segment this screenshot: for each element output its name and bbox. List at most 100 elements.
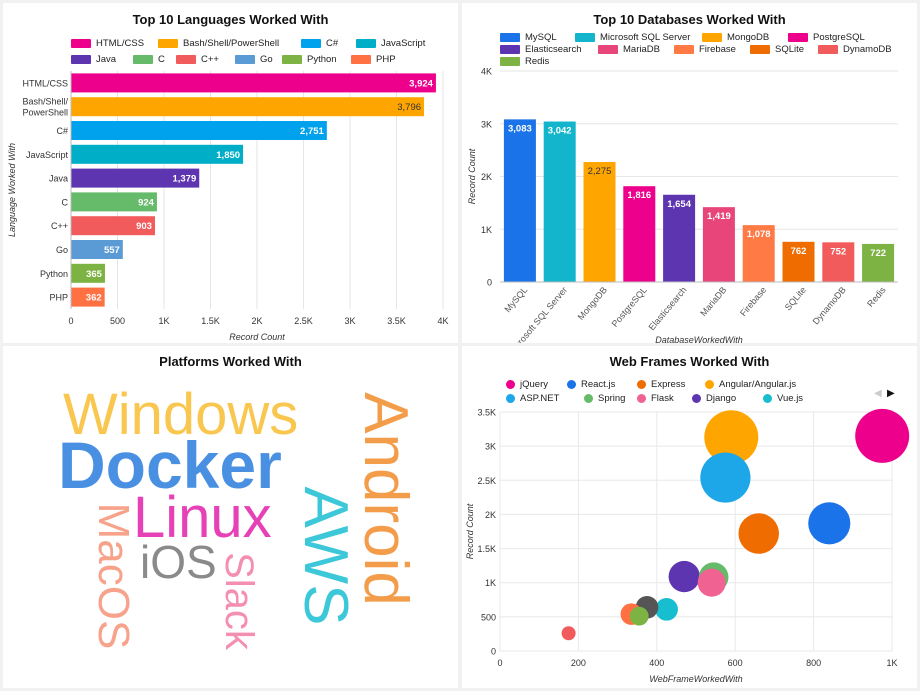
legend-item-elasticsearch-swatch (500, 45, 520, 54)
legend-item-c-swatch (301, 39, 321, 48)
legend-item-jquery-swatch (506, 380, 515, 389)
bar-value-label: 1,850 (216, 150, 240, 161)
x-tick-label: Firebase (738, 285, 768, 318)
x-tick-label: DynamoDB (811, 285, 848, 327)
bubble-django (668, 560, 700, 593)
legend-item-c-swatch (176, 55, 196, 64)
x-tick-label: 2.5K (294, 316, 313, 326)
bar-bash-shell-powershell (71, 97, 425, 117)
legend-item-redis: Redis (500, 57, 549, 67)
bar-value-label: 3,083 (508, 123, 532, 134)
bar-dynamodb (822, 242, 855, 282)
bar-javascript (71, 144, 244, 164)
y-tick-label: 4K (481, 67, 492, 77)
x-tick-label: 500 (110, 316, 125, 326)
legend-item-sqlite-swatch (750, 45, 770, 54)
legend-item-java: Java (71, 55, 116, 65)
legend-item-firebase: Firebase (674, 45, 736, 55)
x-axis-title: Record Count (229, 332, 285, 342)
bar-html-css (71, 73, 436, 93)
wordcloud-word-windows: Windows (63, 382, 299, 447)
x-tick-label: 4K (437, 316, 448, 326)
bar-mysql (503, 119, 536, 282)
legend-item-mongodb-label: MongoDB (727, 32, 770, 44)
x-tick-label: 0 (68, 316, 73, 326)
legend-item-go-label: Go (260, 54, 273, 66)
legend-item-microsoft-sql-server-label: Microsoft SQL Server (600, 32, 691, 44)
bar-value-label: 2,751 (300, 126, 324, 137)
legend-item-c: C (133, 55, 165, 65)
y-tick-label: 500 (481, 612, 496, 622)
databases-chart-title: Top 10 Databases Worked With (593, 12, 786, 27)
legend-item-sqlite: SQLite (750, 45, 804, 55)
legend-item-microsoft-sql-server-swatch (575, 33, 595, 42)
x-tick-label: MongoDB (576, 285, 609, 322)
languages-legend: HTML/CSS Bash/Shell/PowerShell C# JavaScrip… (3, 39, 458, 69)
legend-prev-page-icon[interactable]: ◀ (874, 388, 882, 399)
legend-item-elasticsearch: Elasticsearch (500, 45, 582, 55)
legend-item-django-label: Django (706, 393, 737, 405)
bar-value-label: 722 (870, 248, 886, 259)
legend-item-redis-label: Redis (525, 56, 550, 68)
legend-item-redis-swatch (500, 57, 520, 66)
x-axis-title: DatabaseWorkedWith (655, 335, 742, 343)
bar-postgresql (623, 186, 656, 282)
legend-item-flask-label: Flask (651, 393, 674, 405)
bar-c (71, 192, 157, 212)
legend-item-c-swatch (133, 55, 153, 64)
x-tick-label: 1.5K (201, 316, 220, 326)
y-tick-label: C++ (51, 221, 68, 231)
legend-item-express: Express (637, 380, 685, 390)
y-tick-label: 1K (481, 225, 492, 235)
x-tick-label: 1K (158, 316, 169, 326)
legend-item-spring-swatch (584, 394, 593, 403)
legend-item-go-swatch (235, 55, 255, 64)
legend-item-elasticsearch-label: Elasticsearch (525, 44, 582, 56)
legend-item-microsoft-sql-server: Microsoft SQL Server (575, 33, 690, 43)
wordcloud-word-slack: Slack (217, 552, 261, 650)
x-tick-label: 0 (497, 658, 502, 668)
bar-value-label: 1,078 (747, 229, 771, 240)
legend-item-mariadb-label: MariaDB (623, 44, 660, 56)
bar-value-label: 3,924 (409, 78, 433, 89)
x-axis-title: WebFrameWorkedWith (649, 674, 742, 684)
legend-item-c-label: C (158, 54, 165, 66)
legend-item-bash-shell-powershell: Bash/Shell/PowerShell (158, 39, 279, 49)
bar-sqlite (782, 241, 815, 282)
y-tick-label: 1K (485, 578, 496, 588)
bar-value-label: 1,379 (172, 174, 196, 185)
legend-item-react-js-label: React.js (581, 379, 616, 391)
bar-value-label: 3,042 (548, 126, 572, 137)
legend-item-c: C# (301, 39, 338, 49)
x-tick-label: 2K (251, 316, 262, 326)
y-axis-title: Record Count (467, 148, 477, 204)
x-tick-label: 3K (344, 316, 355, 326)
bar-value-label: 762 (791, 246, 807, 257)
bar-php (71, 287, 105, 307)
bubble-angular-angular-js (704, 410, 759, 465)
legend-item-vue-js: Vue.js (763, 394, 803, 404)
bubble-flask (697, 568, 726, 597)
legend-item-javascript-swatch (356, 39, 376, 48)
bar-c (71, 121, 327, 140)
y-tick-label: 0 (491, 647, 496, 657)
legend-item-jquery-label: jQuery (520, 379, 548, 391)
legend-item-flask: Flask (637, 394, 674, 404)
wordcloud-word-android: Android (351, 392, 420, 606)
legend-item-angular-angular-js-label: Angular/Angular.js (719, 379, 797, 391)
bar-java (71, 168, 200, 188)
legend-item-c: C++ (176, 55, 219, 65)
legend-item-html-css: HTML/CSS (71, 39, 144, 49)
legend-item-bash-shell-powershell-swatch (158, 39, 178, 48)
y-tick-label: Go (56, 245, 68, 255)
bubble-vue-js (655, 598, 678, 621)
legend-item-angular-angular-js-swatch (705, 380, 714, 389)
x-tick-label: PostgreSQL (610, 285, 649, 329)
legend-next-page-icon[interactable]: ▶ (887, 388, 895, 399)
legend-item-html-css-swatch (71, 39, 91, 48)
legend-item-spring-label: Spring (598, 393, 626, 405)
legend-item-mariadb: MariaDB (598, 45, 660, 55)
x-tick-label: 1K (886, 658, 897, 668)
bar-value-label: 2,275 (588, 166, 612, 177)
